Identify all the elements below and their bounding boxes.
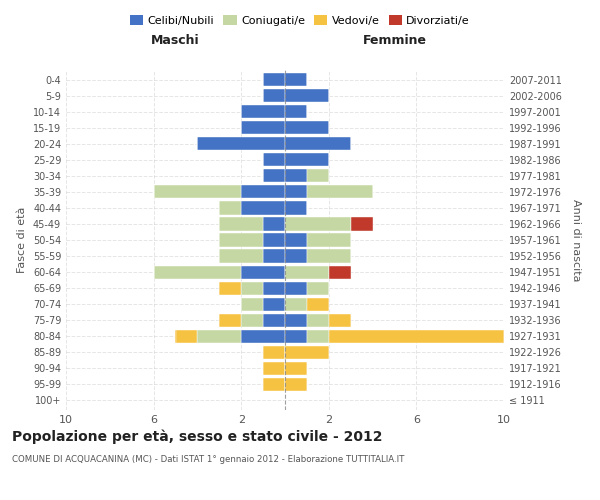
Bar bbox=[285, 105, 307, 118]
Bar bbox=[285, 202, 307, 214]
Bar bbox=[263, 250, 285, 262]
Bar bbox=[263, 218, 285, 230]
Bar bbox=[241, 186, 285, 198]
Bar bbox=[285, 170, 307, 182]
Bar bbox=[175, 330, 197, 343]
Bar bbox=[307, 170, 329, 182]
Bar bbox=[285, 218, 351, 230]
Bar bbox=[220, 314, 241, 327]
Legend: Celibi/Nubili, Coniugati/e, Vedovi/e, Divorziati/e: Celibi/Nubili, Coniugati/e, Vedovi/e, Di… bbox=[125, 10, 475, 30]
Bar bbox=[307, 298, 329, 310]
Bar bbox=[263, 282, 285, 294]
Bar bbox=[285, 121, 329, 134]
Bar bbox=[154, 186, 241, 198]
Bar bbox=[307, 282, 329, 294]
Bar bbox=[307, 250, 350, 262]
Bar bbox=[307, 314, 329, 327]
Bar bbox=[285, 250, 307, 262]
Bar bbox=[285, 346, 329, 359]
Bar bbox=[263, 314, 285, 327]
Bar bbox=[241, 202, 285, 214]
Bar bbox=[220, 218, 263, 230]
Bar bbox=[307, 234, 350, 246]
Bar bbox=[241, 330, 285, 343]
Bar bbox=[263, 73, 285, 86]
Bar bbox=[285, 362, 307, 375]
Bar bbox=[285, 266, 329, 278]
Bar bbox=[263, 234, 285, 246]
Y-axis label: Fasce di età: Fasce di età bbox=[17, 207, 27, 273]
Bar bbox=[263, 153, 285, 166]
Bar bbox=[285, 186, 307, 198]
Bar bbox=[285, 153, 329, 166]
Bar bbox=[285, 73, 307, 86]
Bar bbox=[285, 378, 307, 391]
Bar bbox=[220, 282, 241, 294]
Bar bbox=[220, 202, 241, 214]
Bar bbox=[285, 330, 307, 343]
Bar bbox=[197, 137, 285, 150]
Bar bbox=[285, 314, 307, 327]
Bar bbox=[307, 186, 373, 198]
Bar bbox=[285, 282, 307, 294]
Bar bbox=[241, 298, 263, 310]
Bar bbox=[197, 330, 241, 343]
Bar bbox=[329, 330, 504, 343]
Text: Femmine: Femmine bbox=[362, 34, 427, 48]
Bar bbox=[285, 89, 329, 102]
Bar bbox=[329, 266, 351, 278]
Bar bbox=[241, 282, 263, 294]
Bar bbox=[329, 314, 351, 327]
Bar bbox=[285, 137, 351, 150]
Bar bbox=[220, 250, 263, 262]
Bar bbox=[241, 266, 285, 278]
Bar bbox=[263, 170, 285, 182]
Bar bbox=[263, 378, 285, 391]
Bar bbox=[285, 298, 307, 310]
Bar bbox=[351, 218, 373, 230]
Y-axis label: Anni di nascita: Anni di nascita bbox=[571, 198, 581, 281]
Bar bbox=[263, 346, 285, 359]
Text: Popolazione per età, sesso e stato civile - 2012: Popolazione per età, sesso e stato civil… bbox=[12, 430, 383, 444]
Bar bbox=[241, 105, 285, 118]
Bar bbox=[154, 266, 241, 278]
Bar bbox=[307, 330, 329, 343]
Bar bbox=[241, 314, 263, 327]
Text: Maschi: Maschi bbox=[151, 34, 200, 48]
Bar bbox=[263, 362, 285, 375]
Bar bbox=[285, 234, 307, 246]
Bar bbox=[220, 234, 263, 246]
Bar bbox=[263, 298, 285, 310]
Text: COMUNE DI ACQUACANINA (MC) - Dati ISTAT 1° gennaio 2012 - Elaborazione TUTTITALI: COMUNE DI ACQUACANINA (MC) - Dati ISTAT … bbox=[12, 455, 404, 464]
Bar bbox=[241, 121, 285, 134]
Bar bbox=[263, 89, 285, 102]
